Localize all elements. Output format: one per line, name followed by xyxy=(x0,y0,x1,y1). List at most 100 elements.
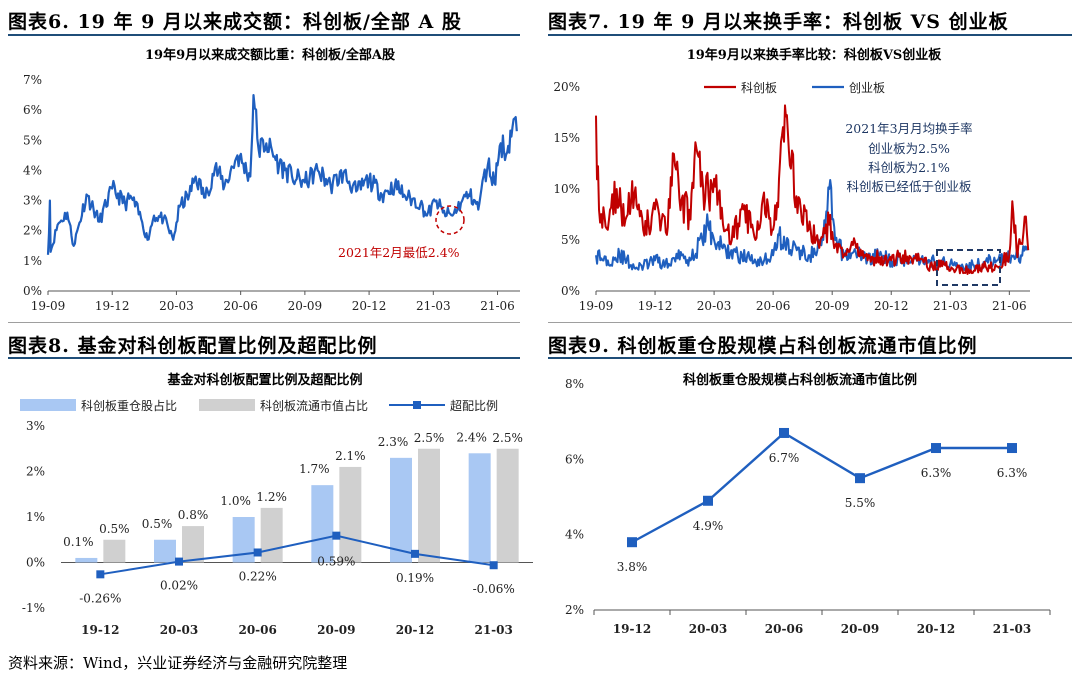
y-tick-label: 10% xyxy=(553,182,580,196)
y-tick-label: 4% xyxy=(565,528,584,542)
legend-held: 科创板重仓股占比 xyxy=(81,398,177,413)
bar-held xyxy=(154,539,176,563)
y-tick-label: 5% xyxy=(23,133,42,147)
y-tick-label: 2% xyxy=(26,465,45,479)
y-tick-label: 15% xyxy=(553,131,580,145)
point xyxy=(931,443,941,454)
point xyxy=(703,495,713,506)
y-tick-label: 3% xyxy=(23,194,42,208)
bar-float xyxy=(103,539,126,563)
highlight-box xyxy=(936,249,1001,286)
data-label-over: -0.26% xyxy=(79,591,121,605)
x-tick-label: 20-06 xyxy=(223,299,258,313)
bar-held xyxy=(468,453,491,563)
panel-divider-right xyxy=(548,322,1072,323)
chart-title: 19年9月以来换手率比较：科创板VS创业板 xyxy=(687,47,943,63)
x-tick-label: 21-03 xyxy=(474,623,512,637)
y-tick-label: 1% xyxy=(26,510,45,524)
data-label-over: -0.06% xyxy=(473,582,515,596)
legend-swatch-held xyxy=(20,399,76,411)
y-tick-label: 8% xyxy=(565,377,584,391)
series-line-chinext xyxy=(595,179,1030,272)
x-tick-label: 20-03 xyxy=(159,299,194,313)
note-line-3: 科创板为2.1% xyxy=(868,160,950,175)
y-tick-label: 6% xyxy=(23,103,42,117)
x-tick-label: 19-12 xyxy=(613,622,651,636)
data-label-held: 0.1% xyxy=(63,535,94,549)
data-label-over: 0.59% xyxy=(317,555,355,569)
x-tick-label: 20-09 xyxy=(815,299,850,313)
data-label-float: 2.1% xyxy=(335,449,366,463)
panel-title-6: 图表6. 19 年 9 月以来成交额：科创板/全部 A 股 xyxy=(8,11,462,33)
panel-title-9: 图表9. 科创板重仓股规模占科创板流通市值比例 xyxy=(548,335,978,357)
y-tick-label: 0% xyxy=(23,284,42,298)
x-tick-label: 20-03 xyxy=(160,623,198,637)
series-line xyxy=(631,431,1012,544)
series-line-star xyxy=(595,104,1030,275)
chart-fund-allocation: 基金对科创板配置比例及超配比例 科创板重仓股占比 科创板流通市值占比 超配比例 … xyxy=(20,372,533,637)
legend-swatch-float xyxy=(199,399,255,411)
x-tick-label: 19-12 xyxy=(81,623,119,637)
x-tick-label: 20-12 xyxy=(874,299,909,313)
chart-holding-ratio: 科创板重仓股规模占科创板流通市值比例 2% 4% 6% 8% 19-12 20-03 20-… xyxy=(565,372,1051,636)
panel-rule-8 xyxy=(8,357,520,359)
y-tick-label: 0% xyxy=(26,556,45,570)
data-label-held: 1.7% xyxy=(299,462,330,476)
panel-rule-7 xyxy=(548,34,1072,36)
y-tick-label: -1% xyxy=(22,601,45,615)
panel-rule-9 xyxy=(548,357,1072,359)
bar-float xyxy=(182,526,204,563)
data-label-float: 0.8% xyxy=(178,508,209,522)
point-over xyxy=(96,570,105,579)
chart-turnover-rate: 19年9月以来换手率比较：科创板VS创业板 0% 5% 10% 15% 20% 19-09… xyxy=(553,47,1030,313)
legend-chinext: 创业板 xyxy=(849,81,885,95)
point xyxy=(627,537,637,548)
bar-held xyxy=(75,557,98,563)
panel-title-7: 图表7. 19 年 9 月以来换手率：科创板 VS 创业板 xyxy=(548,11,1009,33)
bar-held xyxy=(311,485,334,563)
legend-marker-over xyxy=(413,401,421,409)
data-label-held: 2.3% xyxy=(378,435,409,449)
point-over xyxy=(253,548,262,557)
x-tick-label: 19-12 xyxy=(95,299,130,313)
note-line-1: 2021年3月月均换手率 xyxy=(845,121,972,136)
point-over xyxy=(411,549,419,558)
x-tick-label: 21-06 xyxy=(992,299,1027,313)
x-tick-label: 20-09 xyxy=(317,623,355,637)
point-over xyxy=(489,561,498,570)
data-label-held: 1.0% xyxy=(220,494,251,508)
data-label-over: 0.19% xyxy=(396,571,434,585)
min-point-circle xyxy=(435,205,465,235)
chart-title: 19年9月以来成交额比重：科创板/全部A股 xyxy=(145,47,395,63)
data-label: 3.8% xyxy=(617,560,648,574)
x-tick-label: 20-09 xyxy=(841,622,879,636)
chart-title: 基金对科创板配置比例及超配比例 xyxy=(166,372,362,388)
min-annotation: 2021年2月最低2.4% xyxy=(338,245,460,260)
y-tick-label: 0% xyxy=(561,284,580,298)
x-tick-label: 21-03 xyxy=(933,299,968,313)
data-label-float: 2.5% xyxy=(414,431,445,445)
data-label-held: 0.5% xyxy=(142,517,173,531)
data-label: 5.5% xyxy=(845,496,876,510)
x-tick-label: 20-12 xyxy=(917,622,955,636)
x-tick-label: 20-12 xyxy=(352,299,387,313)
point xyxy=(779,427,789,438)
chart-turnover-share: 19年9月以来成交额比重：科创板/全部A股 0% 1% 2% 3% 4% 5% 6% 7% 19… xyxy=(23,47,520,313)
y-tick-label: 5% xyxy=(561,233,580,247)
bar-float xyxy=(418,448,440,563)
data-label: 4.9% xyxy=(693,519,724,533)
y-tick-label: 20% xyxy=(553,80,580,94)
x-tick-label: 20-06 xyxy=(756,299,791,313)
data-label-held: 2.4% xyxy=(456,430,487,444)
bar-held xyxy=(390,457,412,563)
data-label: 6.3% xyxy=(921,466,952,480)
bar-float xyxy=(339,466,362,563)
x-tick-label: 19-09 xyxy=(31,299,66,313)
x-tick-label: 21-03 xyxy=(993,622,1031,636)
data-label-over: 0.22% xyxy=(239,569,277,583)
point-over xyxy=(175,557,183,566)
legend-float: 科创板流通市值占比 xyxy=(260,398,368,413)
x-tick-label: 20-12 xyxy=(396,623,434,637)
x-tick-label: 20-03 xyxy=(689,622,727,636)
x-tick-label: 19-09 xyxy=(579,299,614,313)
